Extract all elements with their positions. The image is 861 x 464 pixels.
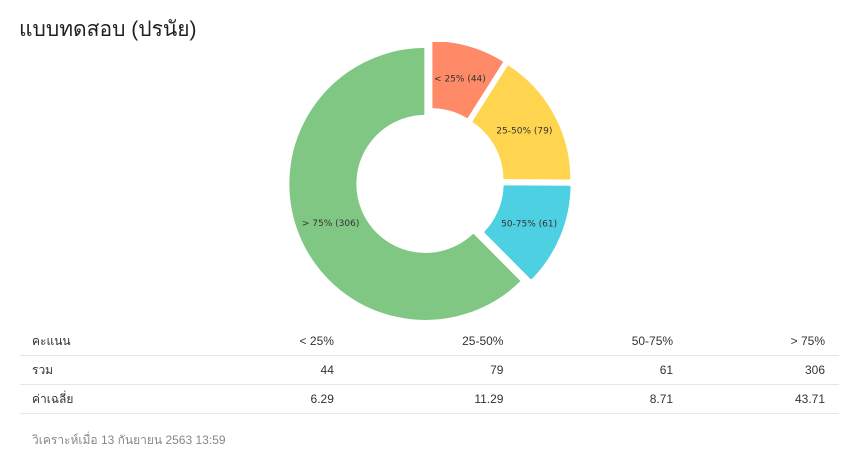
table-header-cell: > 75% [687,327,839,356]
table-row: ค่าเฉลี่ย 6.29 11.29 8.71 43.71 [20,384,839,414]
table-cell: 43.71 [687,384,839,414]
slice-label: 25-50% (79) [496,126,552,136]
table-header-row: คะแนน < 25% 25-50% 50-75% > 75% [20,327,839,356]
table-cell: 79 [347,355,518,385]
slice-label: < 25% (44) [434,75,486,85]
table-row: รวม 44 79 61 306 [20,355,839,385]
pie-slice[interactable] [472,65,571,180]
table-cell: 44 [196,355,348,385]
table-cell: ค่าเฉลี่ย [20,384,196,414]
table-header-cell: 25-50% [347,327,518,356]
stats-table: คะแนน < 25% 25-50% 50-75% > 75% รวม 44 7… [20,327,839,414]
table-cell: 306 [687,355,839,385]
chart-title: แบบทดสอบ (ปรนัย) [19,18,197,41]
slice-label: > 75% (306) [302,219,359,229]
pie-slice[interactable] [484,185,571,280]
donut-chart: < 25% (44) 25-50% (79) 50-75% (61) > 75% (3… [289,42,571,320]
table-header-cell: คะแนน [20,327,196,356]
table-header-cell: 50-75% [517,327,688,356]
table-header-cell: < 25% [196,327,348,356]
table-cell: 6.29 [196,384,348,414]
pie-slice[interactable] [432,42,503,119]
analysis-timestamp: วิเคราะห์เมื่อ 13 กันยายน 2563 13:59 [32,433,226,447]
pie-slice[interactable] [289,47,521,320]
table-cell: รวม [20,355,196,385]
slice-label: 50-75% (61) [501,220,557,230]
table-cell: 11.29 [347,384,518,414]
table-cell: 8.71 [517,384,688,414]
table-cell: 61 [517,355,688,385]
